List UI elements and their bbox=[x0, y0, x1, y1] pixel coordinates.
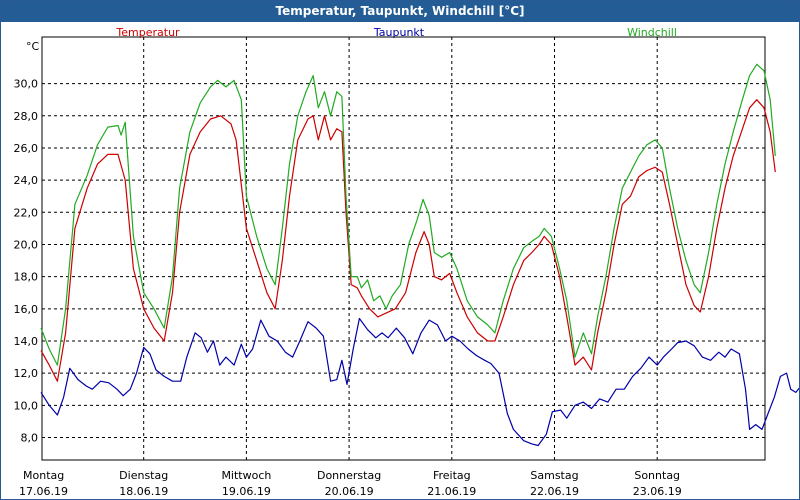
x-tick-day-label: Sonntag bbox=[634, 469, 680, 482]
window-title: Temperatur, Taupunkt, Windchill [°C] bbox=[1, 1, 799, 22]
y-tick-label: 30,0 bbox=[14, 78, 39, 91]
x-tick-date-label: 23.06.19 bbox=[633, 485, 682, 498]
x-tick-date-label: 20.06.19 bbox=[325, 485, 374, 498]
x-tick-date-label: 21.06.19 bbox=[427, 485, 476, 498]
series-line-windchill bbox=[40, 63, 776, 366]
y-tick-label: 14,0 bbox=[14, 335, 39, 348]
y-tick-labels: 8,0 10,0 12,0 14,0 16,0 18,0 20,0 22,0 24,0 26,0 2… bbox=[14, 78, 39, 445]
x-tick-date-label: 19.06.19 bbox=[222, 485, 271, 498]
y-tick-label: 26,0 bbox=[14, 142, 39, 155]
y-tick-label: 28,0 bbox=[14, 110, 39, 123]
x-tick-day-label: Mittwoch bbox=[221, 469, 271, 482]
x-tick-day-label: Dienstag bbox=[119, 469, 168, 482]
y-tick-label: 16,0 bbox=[14, 303, 39, 316]
x-tick-date-label: 18.06.19 bbox=[119, 485, 168, 498]
y-tick-label: 12,0 bbox=[14, 367, 39, 380]
y-axis-unit-label: °C bbox=[26, 40, 40, 53]
y-tick-label: 18,0 bbox=[14, 271, 39, 284]
legend-temperatur: Temperatur bbox=[115, 26, 180, 39]
y-tick-label: 24,0 bbox=[14, 174, 39, 187]
x-tick-date-label: 22.06.19 bbox=[530, 485, 579, 498]
x-tick-day-label: Samstag bbox=[530, 469, 578, 482]
legend-taupunkt: Taupunkt bbox=[373, 26, 425, 39]
y-tick-label: 8,0 bbox=[21, 431, 39, 444]
series-lines bbox=[40, 63, 799, 447]
grid bbox=[42, 37, 765, 460]
plot-area bbox=[41, 36, 766, 461]
y-tick-label: 22,0 bbox=[14, 206, 39, 219]
x-tick-labels: Montag 17.06.19 Dienstag 18.06.19 Mittwoch 19… bbox=[19, 469, 682, 498]
legend-windchill: Windchill bbox=[627, 26, 677, 39]
series-line-taupunkt bbox=[40, 317, 799, 447]
x-tick-day-label: Donnerstag bbox=[317, 469, 381, 482]
legend: Temperatur Taupunkt Windchill bbox=[115, 26, 677, 39]
y-tick-label: 20,0 bbox=[14, 238, 39, 251]
x-tick-date-label: 17.06.19 bbox=[19, 485, 68, 498]
y-tick-label: 10,0 bbox=[14, 399, 39, 412]
series-line-temperatur bbox=[40, 99, 776, 382]
x-tick-day-label: Freitag bbox=[433, 469, 471, 482]
x-tick-day-label: Montag bbox=[23, 469, 64, 482]
